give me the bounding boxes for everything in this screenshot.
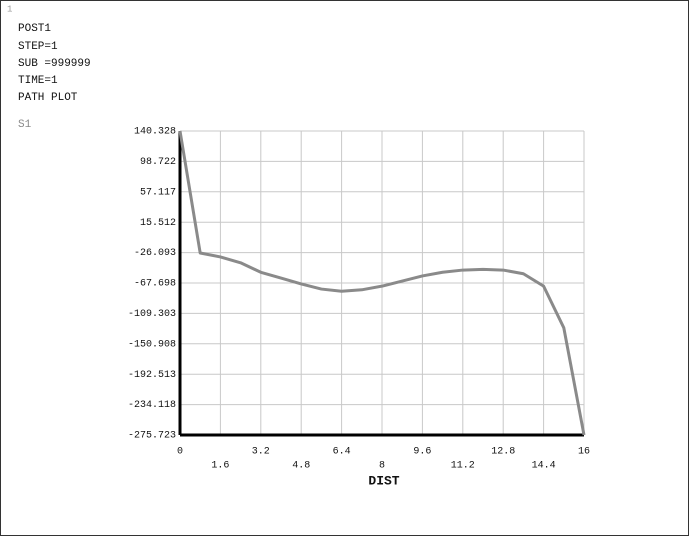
y-tick-label: 140.328 xyxy=(134,127,176,138)
header-line: TIME=1 xyxy=(18,75,58,87)
x-tick-label: 4.8 xyxy=(292,461,310,472)
x-tick-label: 8 xyxy=(379,461,385,472)
y-tick-label: 98.722 xyxy=(140,157,176,168)
header-line: POST1 xyxy=(18,23,51,35)
x-tick-label: 11.2 xyxy=(451,461,475,472)
x-tick-label: 14.4 xyxy=(532,461,556,472)
y-tick-label: -275.723 xyxy=(128,431,176,442)
x-tick-label: 16 xyxy=(578,447,590,458)
y-tick-label: 15.512 xyxy=(140,218,176,229)
window-number: 1 xyxy=(7,4,12,14)
x-tick-label: 9.6 xyxy=(413,447,431,458)
x-tick-label: 6.4 xyxy=(333,447,351,458)
header-line: PATH PLOT xyxy=(18,92,78,104)
y-tick-label: -192.513 xyxy=(128,370,176,381)
header-line: SUB =999999 xyxy=(18,58,91,70)
x-tick-label: 1.6 xyxy=(211,461,229,472)
y-tick-label: -67.698 xyxy=(134,279,176,290)
x-tick-label: 12.8 xyxy=(491,447,515,458)
header-line: STEP=1 xyxy=(18,41,58,53)
legend-label: S1 xyxy=(18,119,32,131)
x-tick-label: 3.2 xyxy=(252,447,270,458)
x-axis-label: DIST xyxy=(368,473,399,488)
data-line xyxy=(178,130,586,436)
y-tick-label: -109.303 xyxy=(128,309,176,320)
y-tick-label: -26.093 xyxy=(134,248,176,259)
y-tick-label: -234.118 xyxy=(128,400,176,411)
x-tick-label: 0 xyxy=(177,447,183,458)
y-tick-label: -150.908 xyxy=(128,339,176,350)
y-tick-label: 57.117 xyxy=(140,187,176,198)
